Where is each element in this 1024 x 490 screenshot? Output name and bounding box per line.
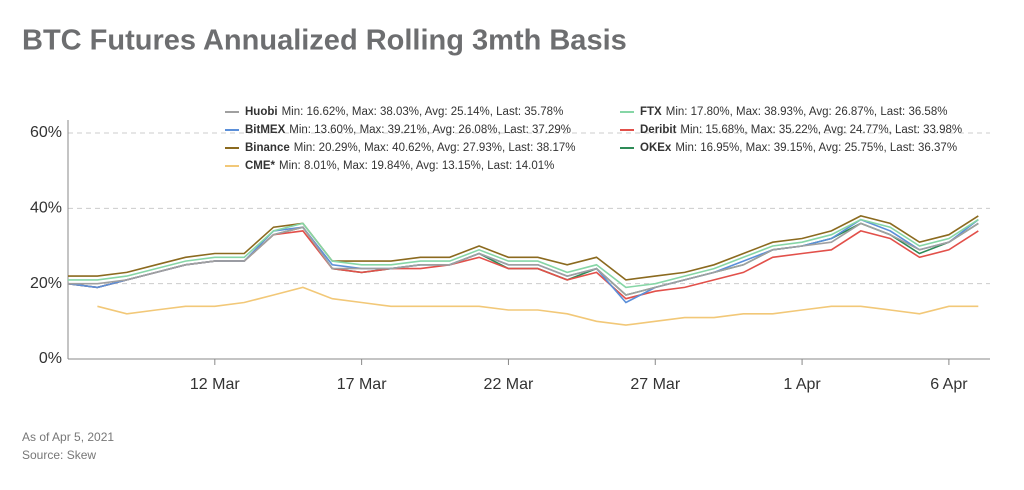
legend-entry: Binance Min: 20.29%, Max: 40.62%, Avg: 27…: [245, 142, 575, 154]
legend-stats: Min: 20.29%, Max: 40.62%, Avg: 27.93%, L…: [294, 142, 576, 154]
footnote: Source: Skew: [22, 448, 96, 462]
legend-name: BitMEX: [245, 124, 286, 136]
legend-name: Binance: [245, 142, 290, 154]
legend-name: FTX: [640, 106, 662, 118]
legend-name: Deribit: [640, 124, 677, 136]
legend-entry: Deribit Min: 15.68%, Max: 35.22%, Avg: 24…: [640, 124, 962, 136]
legend-entry: Huobi Min: 16.62%, Max: 38.03%, Avg: 25.1…: [245, 106, 563, 118]
legend-entry: BitMEX Min: 13.60%, Max: 39.21%, Avg: 26.…: [245, 124, 571, 136]
legend-name: OKEx: [640, 142, 672, 154]
legend-stats: Min: 16.62%, Max: 38.03%, Avg: 25.14%, L…: [282, 106, 564, 118]
x-tick-label: 27 Mar: [630, 376, 680, 393]
x-tick-label: 22 Mar: [484, 376, 534, 393]
legend-stats: Min: 16.95%, Max: 39.15%, Avg: 25.75%, L…: [675, 142, 957, 154]
series-line: [68, 222, 979, 296]
y-tick-label: 20%: [30, 275, 62, 292]
y-tick-label: 0%: [39, 350, 62, 367]
x-tick-label: 1 Apr: [783, 376, 821, 393]
series-line: [68, 218, 979, 289]
legend-name: Huobi: [245, 106, 278, 118]
x-tick-label: 6 Apr: [930, 376, 968, 393]
x-tick-label: 17 Mar: [337, 376, 387, 393]
legend-stats: Min: 17.80%, Max: 38.93%, Avg: 26.87%, L…: [666, 106, 948, 118]
series-line: [68, 215, 979, 281]
legend-entry: CME* Min: 8.01%, Max: 19.84%, Avg: 13.15%…: [245, 160, 554, 172]
legend-entry: OKEx Min: 16.95%, Max: 39.15%, Avg: 25.75…: [640, 142, 957, 154]
legend-stats: Min: 8.01%, Max: 19.84%, Avg: 13.15%, La…: [279, 160, 554, 172]
legend-entry: FTX Min: 17.80%, Max: 38.93%, Avg: 26.87%…: [640, 106, 947, 118]
footnote: As of Apr 5, 2021: [22, 430, 114, 444]
chart-title: BTC Futures Annualized Rolling 3mth Basi…: [22, 25, 627, 57]
y-tick-label: 40%: [30, 200, 62, 217]
legend-stats: Min: 13.60%, Max: 39.21%, Avg: 26.08%, L…: [289, 124, 571, 136]
y-tick-label: 60%: [30, 124, 62, 141]
x-tick-label: 12 Mar: [190, 376, 240, 393]
legend-stats: Min: 15.68%, Max: 35.22%, Avg: 24.77%, L…: [680, 124, 962, 136]
series-line: [97, 286, 979, 326]
legend-name: CME*: [245, 160, 276, 172]
